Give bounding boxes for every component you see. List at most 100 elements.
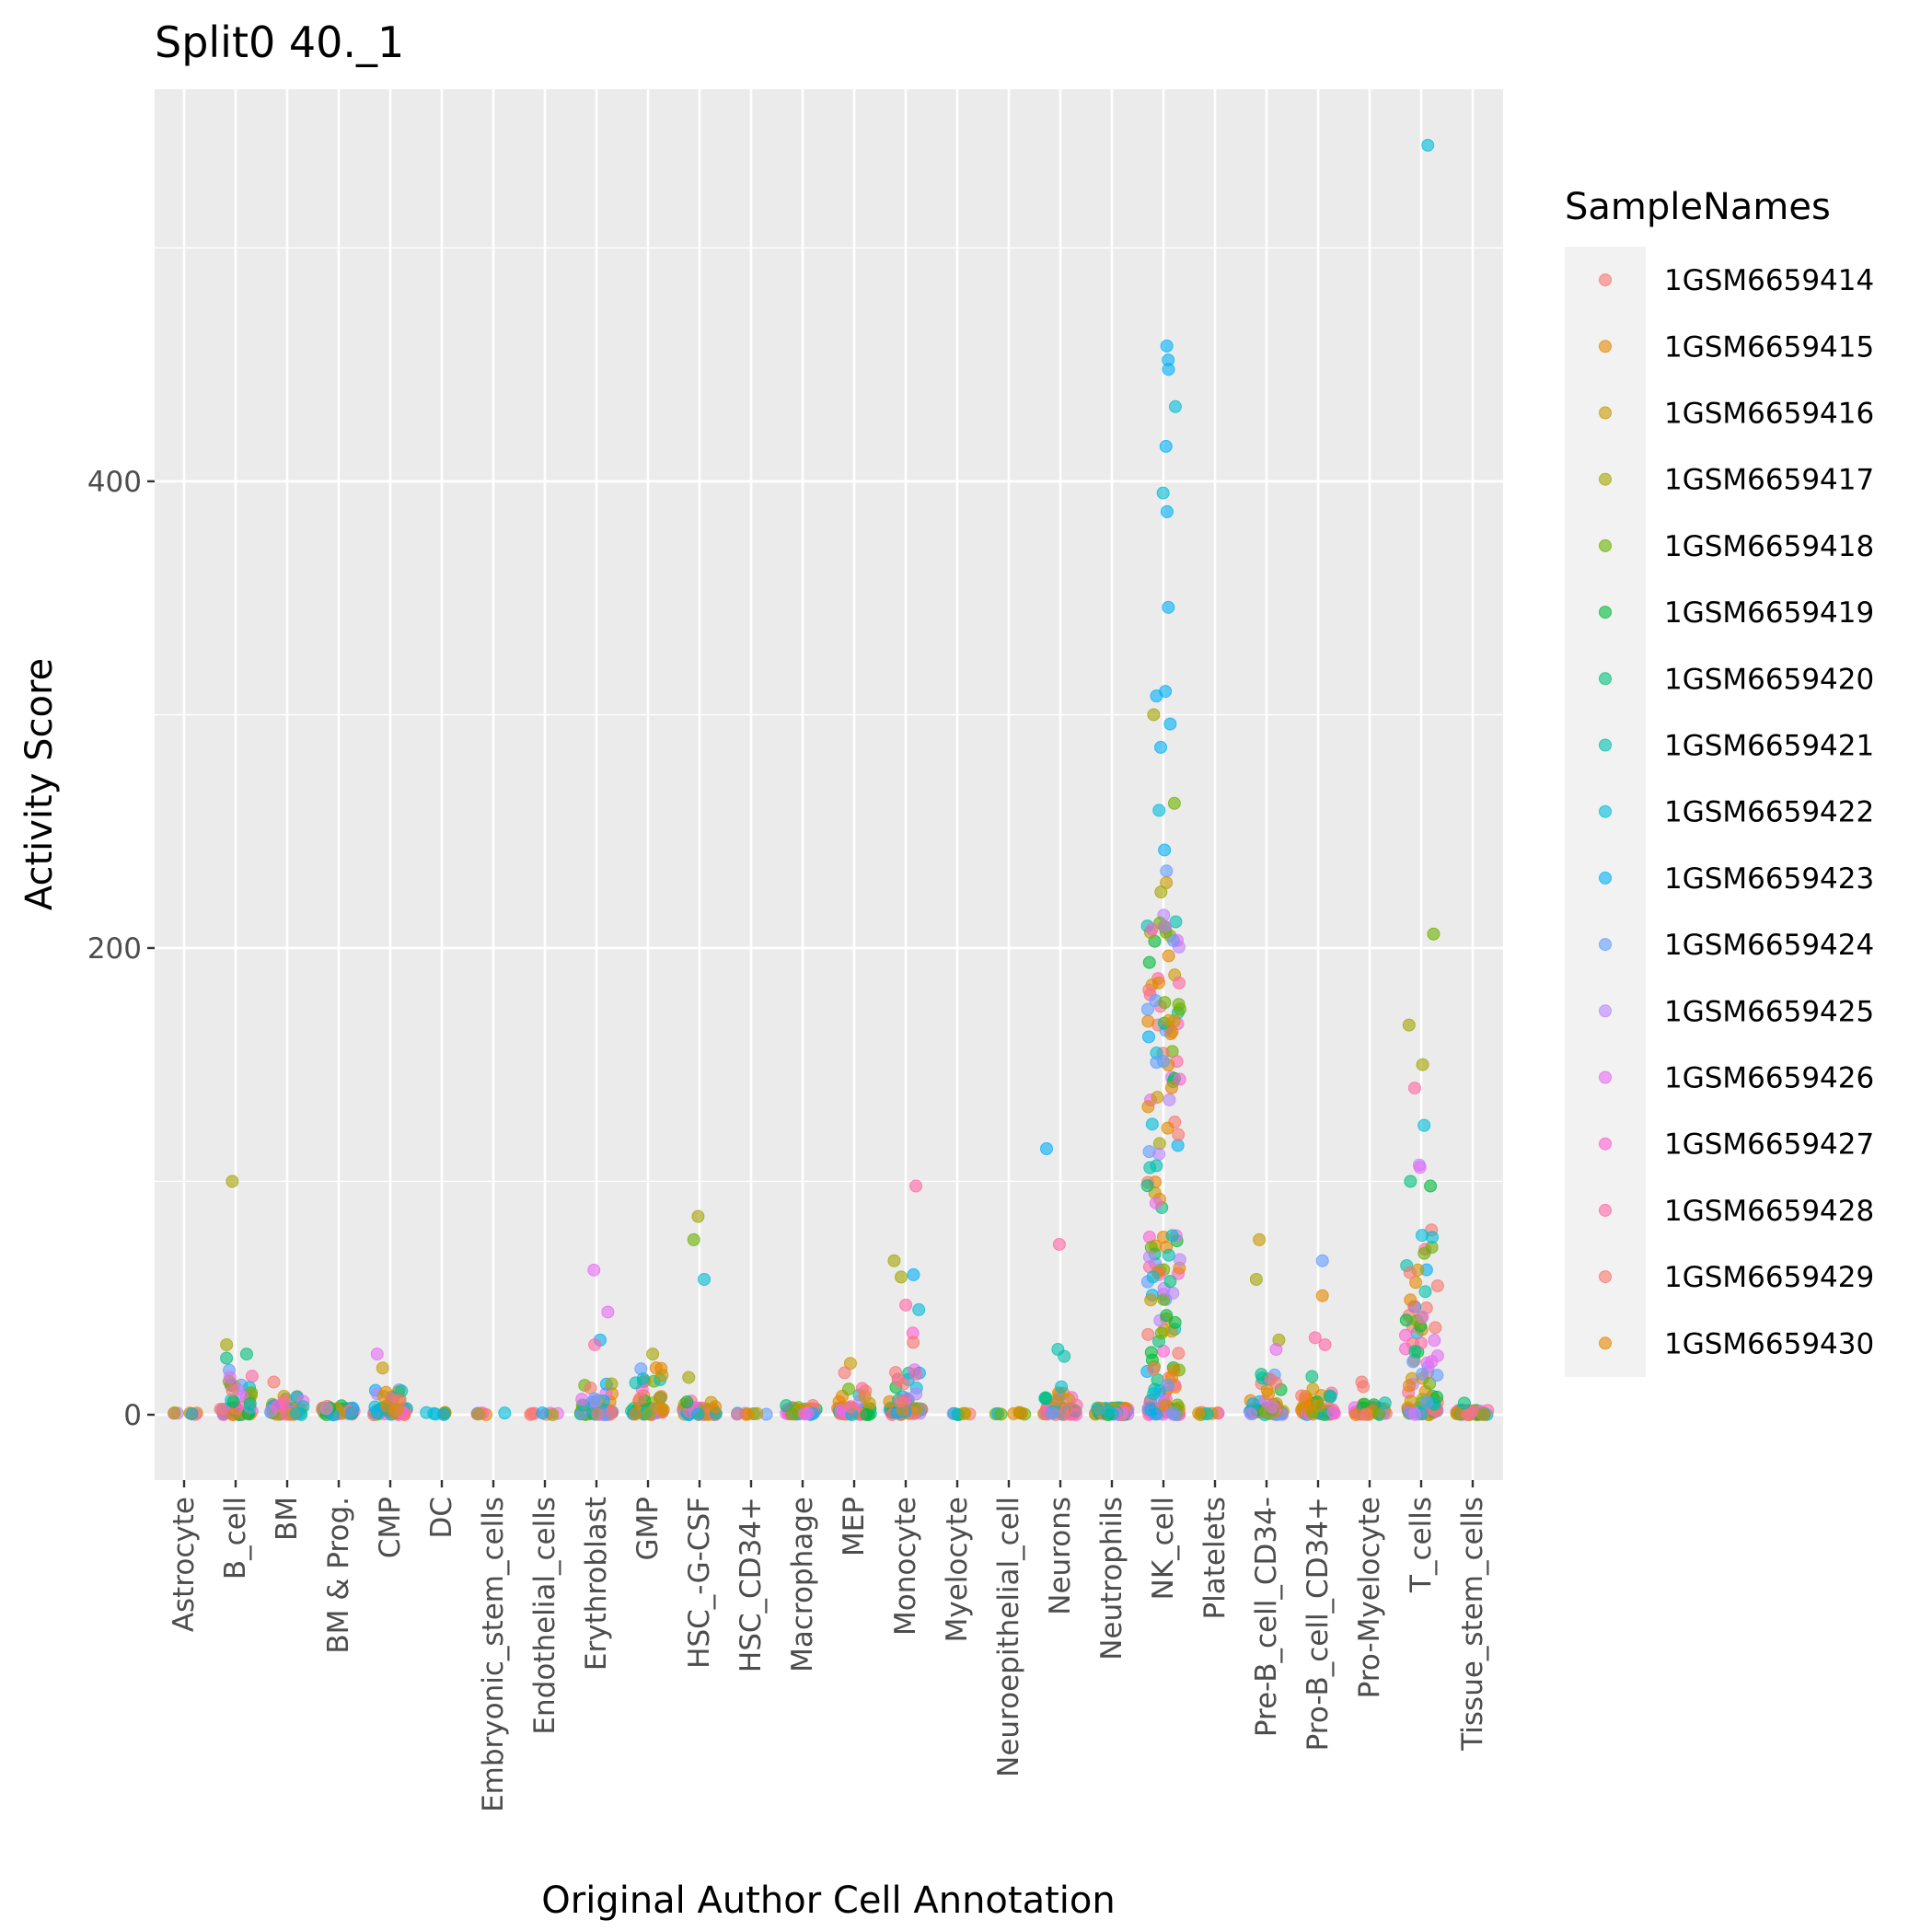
data-point	[1151, 1091, 1164, 1105]
legend-label: 1GSM6659428	[1664, 1195, 1874, 1228]
y-axis-title: Activity Score	[18, 658, 61, 910]
legend-key-dot	[1599, 538, 1612, 552]
data-point	[591, 1407, 605, 1421]
data-point	[1173, 1002, 1186, 1016]
legend-key-dot	[1599, 1270, 1612, 1284]
legend-label: 1GSM6659427	[1664, 1128, 1874, 1162]
plot-panel	[155, 89, 1503, 1480]
legend-key-dot	[1599, 472, 1612, 486]
data-point	[1160, 339, 1174, 353]
data-point	[629, 1376, 642, 1390]
legend-key-dot	[1599, 340, 1612, 353]
data-point	[680, 1395, 694, 1409]
data-point	[536, 1406, 550, 1420]
data-point	[1404, 1293, 1417, 1307]
data-point	[220, 1337, 234, 1351]
data-point	[1142, 1250, 1156, 1264]
data-point	[1102, 1405, 1116, 1418]
data-point	[214, 1403, 227, 1417]
data-point	[1055, 1380, 1069, 1394]
x-tick-label: Neuroepithelial_cell	[992, 1497, 1025, 1777]
data-point	[910, 1402, 924, 1416]
data-point	[1324, 1389, 1337, 1403]
x-tick-label: Platelets	[1198, 1497, 1232, 1620]
data-point	[844, 1400, 858, 1414]
data-point	[498, 1406, 512, 1420]
data-point	[1313, 1399, 1326, 1413]
data-point	[245, 1370, 259, 1383]
data-point	[1409, 1276, 1423, 1290]
x-tick-label: Pro-Myelocyte	[1353, 1497, 1386, 1698]
data-point	[1398, 1328, 1412, 1342]
data-point	[646, 1348, 660, 1361]
data-point	[1166, 933, 1180, 947]
data-point	[289, 1406, 303, 1420]
legend-label: 1GSM6659426	[1664, 1062, 1874, 1095]
data-point	[1142, 983, 1156, 997]
data-point	[909, 1387, 923, 1401]
data-point	[1249, 1272, 1263, 1286]
data-point	[1147, 708, 1161, 722]
legend-key-dot	[1599, 606, 1612, 619]
x-tick-label: B_cell	[219, 1497, 252, 1579]
data-point	[654, 1390, 668, 1404]
data-point	[1050, 1394, 1064, 1408]
data-point	[1421, 138, 1435, 152]
data-point	[1305, 1370, 1319, 1383]
data-point	[1428, 1334, 1441, 1348]
data-point	[1429, 1321, 1442, 1335]
x-tick-label: Neutrophils	[1095, 1497, 1128, 1660]
data-point	[1149, 1407, 1163, 1421]
data-point	[1144, 1293, 1158, 1307]
x-axis-title: Original Author Cell Annotation	[541, 1880, 1115, 1922]
y-tick-label: 400	[87, 466, 142, 499]
data-point	[1430, 1279, 1444, 1293]
data-point	[1154, 740, 1168, 754]
data-point	[1046, 1406, 1059, 1420]
data-point	[1357, 1380, 1371, 1394]
x-tick-label: CMP	[374, 1497, 407, 1558]
data-point	[1152, 804, 1166, 817]
data-point	[1141, 1100, 1155, 1114]
data-point	[1163, 1275, 1177, 1289]
data-point	[1165, 1025, 1179, 1039]
data-point	[1424, 1179, 1438, 1193]
legend-label: 1GSM6659422	[1664, 796, 1874, 829]
legend-label: 1GSM6659414	[1664, 264, 1874, 297]
legend-label: 1GSM6659430	[1664, 1327, 1874, 1360]
data-point	[1160, 864, 1174, 878]
x-tick-label: DC	[425, 1497, 458, 1539]
data-point	[1145, 1117, 1159, 1131]
data-point	[1152, 1147, 1166, 1161]
x-tick-label: HSC_-G-CSF	[683, 1497, 716, 1669]
data-point	[1147, 1387, 1161, 1401]
data-point	[1141, 1014, 1155, 1028]
data-point	[1253, 1232, 1267, 1246]
legend-label: 1GSM6659417	[1664, 464, 1874, 497]
data-point	[1172, 1347, 1186, 1360]
data-point	[887, 1254, 901, 1267]
data-point	[691, 1209, 705, 1223]
data-point	[654, 1401, 668, 1415]
legend-label: 1GSM6659416	[1664, 398, 1874, 431]
data-point	[1141, 1327, 1155, 1341]
legend-key-dot	[1599, 406, 1612, 420]
data-point	[687, 1232, 700, 1246]
data-point	[682, 1371, 696, 1384]
data-point	[1461, 1407, 1475, 1421]
x-tick-label: BM	[271, 1497, 304, 1541]
data-point	[1418, 1285, 1432, 1299]
data-point	[1169, 915, 1183, 929]
data-point	[1160, 504, 1174, 518]
data-point	[698, 1272, 711, 1286]
data-point	[1145, 922, 1159, 936]
x-tick-label: Macrophage	[786, 1497, 819, 1672]
legend-key-dot	[1599, 804, 1612, 818]
data-point	[1058, 1349, 1071, 1363]
data-point	[838, 1366, 851, 1380]
data-point	[239, 1348, 253, 1361]
data-point	[420, 1406, 434, 1419]
data-point	[1403, 1379, 1417, 1393]
legend-key-dot	[1599, 1203, 1612, 1217]
data-point	[1091, 1403, 1105, 1417]
